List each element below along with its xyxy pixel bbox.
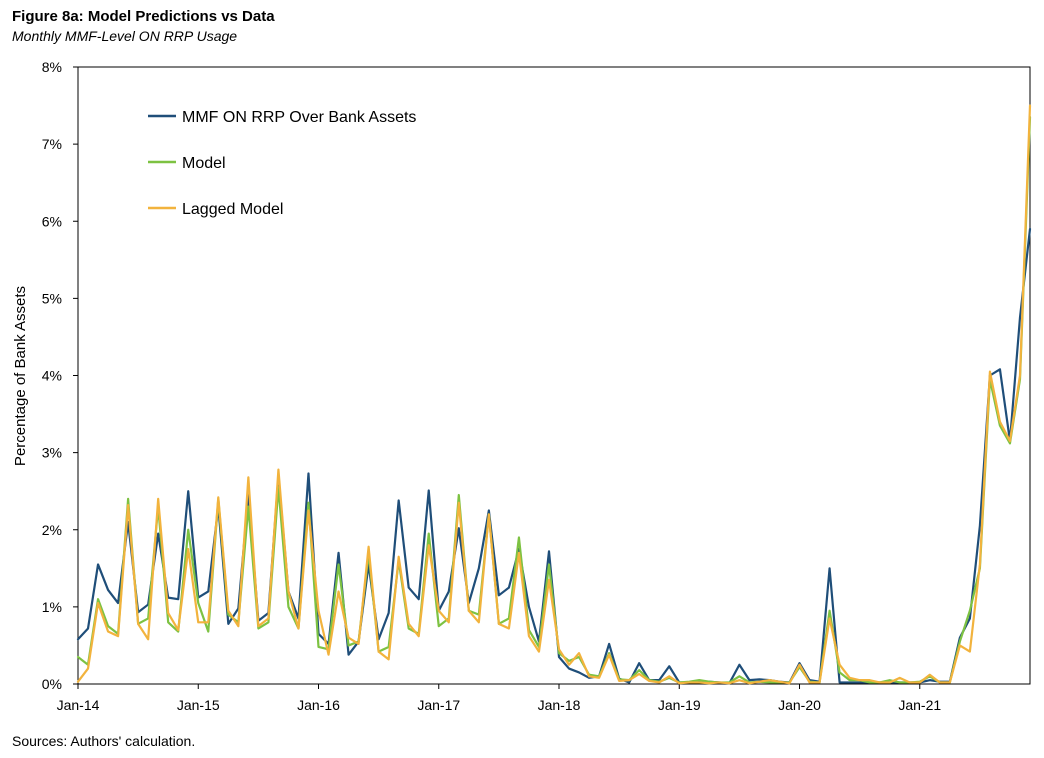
x-tick-label: Jan-18	[538, 697, 581, 713]
series-line-lagged-model	[76, 104, 1032, 685]
y-tick-label: 4%	[42, 368, 62, 384]
y-tick-label: 2%	[42, 522, 62, 538]
legend-item-lagged-model: Lagged Model	[148, 201, 283, 218]
y-tick-label: 7%	[42, 136, 62, 152]
figure-title: Figure 8a: Model Predictions vs Data	[12, 8, 275, 25]
y-tick-label: 6%	[42, 213, 62, 229]
x-tick-label: Jan-15	[177, 697, 220, 713]
y-tick-label: 0%	[42, 676, 62, 692]
legend-label: Model	[182, 155, 226, 172]
x-tick-label: Jan-14	[57, 697, 100, 713]
y-tick-label: 3%	[42, 445, 62, 461]
y-axis-title: Percentage of Bank Assets	[12, 286, 29, 466]
x-axis: Jan-14 Jan-15 Jan-16 Jan-17 Jan-18 Jan-19 Jan-…	[57, 684, 941, 713]
source-note: Sources: Authors' calculation.	[12, 733, 196, 749]
y-tick-label: 1%	[42, 599, 62, 615]
legend-label: MMF ON RRP Over Bank Assets	[182, 109, 416, 126]
y-tick-label: 5%	[42, 290, 62, 306]
legend-item-model: Model	[148, 155, 226, 172]
legend-label: Lagged Model	[182, 201, 283, 218]
y-tick-label: 8%	[42, 59, 62, 75]
y-axis: 0% 1% 2% 3% 4% 5% 6% 7% 8%	[42, 59, 78, 692]
legend-item-data: MMF ON RRP Over Bank Assets	[148, 109, 416, 126]
x-tick-label: Jan-16	[297, 697, 340, 713]
figure-subtitle: Monthly MMF-Level ON RRP Usage	[12, 28, 238, 44]
series-group	[76, 104, 1032, 685]
x-tick-label: Jan-19	[658, 697, 701, 713]
x-tick-label: Jan-17	[417, 697, 460, 713]
x-tick-label: Jan-21	[898, 697, 941, 713]
legend: MMF ON RRP Over Bank Assets Model Lagged M…	[148, 109, 416, 218]
x-tick-label: Jan-20	[778, 697, 821, 713]
